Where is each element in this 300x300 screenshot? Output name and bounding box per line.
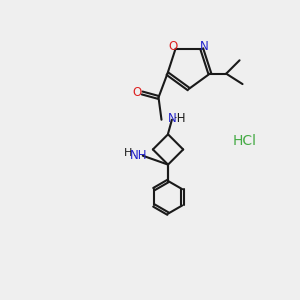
Text: ·H: ·H	[174, 112, 187, 125]
Text: N: N	[167, 112, 176, 125]
Text: NH: NH	[130, 149, 147, 162]
Text: O: O	[132, 86, 141, 100]
Text: H: H	[124, 148, 132, 158]
Text: N: N	[200, 40, 208, 53]
Text: HCl: HCl	[233, 134, 257, 148]
Text: ·: ·	[133, 151, 136, 161]
Text: O: O	[169, 40, 178, 53]
